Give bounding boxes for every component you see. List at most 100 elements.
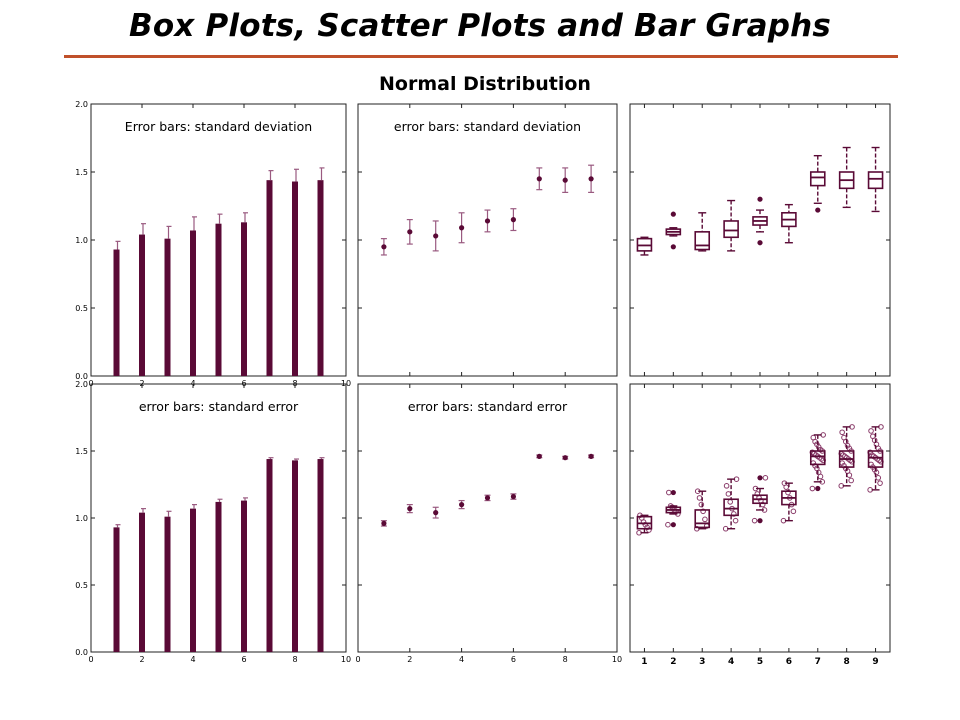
raw-point (725, 491, 732, 497)
box (694, 231, 711, 251)
data-point (381, 520, 387, 526)
outlier-point (757, 240, 763, 246)
raw-point (696, 495, 703, 501)
xtick-label: 1 (641, 657, 647, 667)
raw-point (785, 489, 791, 496)
raw-point (875, 475, 882, 481)
raw-point (700, 508, 706, 515)
bar (113, 249, 120, 376)
xtick-label: 10 (612, 655, 622, 664)
raw-point (731, 511, 737, 517)
xtick-label: 5 (757, 657, 763, 667)
bar (164, 516, 171, 652)
outlier-point (757, 196, 763, 202)
outlier-point (670, 244, 676, 250)
raw-point (839, 429, 845, 436)
xtick-label: 0 (88, 655, 93, 664)
outlier-point (670, 211, 676, 217)
data-point (381, 244, 387, 250)
panel-scatter-sd: error bars: standard deviation (357, 103, 618, 377)
title-rule (64, 55, 898, 58)
axes-frame (357, 103, 618, 377)
bar (317, 180, 324, 376)
raw-point (665, 521, 671, 528)
xtick-label: 8 (844, 657, 850, 667)
bar (317, 459, 324, 652)
ytick-label: 2.0 (75, 100, 88, 109)
data-point (536, 453, 542, 459)
box (809, 171, 826, 187)
data-point (459, 502, 465, 508)
ytick-label: 1.5 (75, 168, 88, 177)
outlier-point (815, 485, 821, 492)
box (723, 220, 739, 239)
panel-title: Error bars: standard deviation (125, 119, 312, 134)
panel-scatter-se: 0 2 4 6 8 10 error bars: standard error (355, 383, 622, 664)
panel-box-points: 1 2 3 4 5 6 7 8 9 (629, 383, 891, 667)
ytick-label: 1.0 (75, 514, 88, 523)
slide-title: Box Plots, Scatter Plots and Bar Graphs (128, 8, 832, 44)
ytick-label: 2.0 (75, 380, 88, 389)
data-point (588, 453, 594, 459)
raw-point (702, 516, 708, 523)
xtick-label: 8 (292, 655, 297, 664)
bar (215, 223, 222, 376)
data-point (407, 506, 413, 512)
raw-point (762, 475, 769, 481)
outlier-point (670, 489, 676, 496)
xtick-label: 6 (241, 655, 246, 664)
box (809, 450, 826, 466)
data-point (562, 455, 568, 461)
raw-point (790, 508, 797, 515)
xtick-label: 2 (407, 655, 412, 664)
bar (190, 508, 196, 652)
outlier-point (757, 475, 763, 481)
raw-point (841, 434, 847, 441)
panel-box (629, 103, 891, 377)
raw-point (870, 433, 876, 440)
xtick-label: 0 (355, 655, 360, 664)
ytick-label: 0.5 (75, 581, 88, 590)
bar (292, 181, 298, 376)
ytick-label: 1.5 (75, 447, 88, 456)
data-point (433, 510, 439, 516)
raw-point (810, 434, 817, 441)
panel-title: error bars: standard error (408, 399, 568, 414)
box (867, 450, 884, 468)
xtick-label: 6 (511, 655, 516, 664)
xtick-label: 2 (139, 655, 144, 664)
raw-point (666, 489, 672, 496)
bar (292, 460, 298, 652)
raw-point (754, 491, 761, 497)
chart-subtitle: Normal Distribution (379, 73, 591, 95)
data-point (433, 233, 439, 239)
xtick-label: 3 (699, 657, 705, 667)
xtick-label: 7 (815, 657, 821, 667)
xtick-label: 2 (670, 657, 676, 667)
raw-point (727, 499, 734, 505)
raw-point (732, 517, 739, 524)
bar (241, 222, 247, 376)
raw-point (877, 480, 883, 486)
data-point (536, 176, 542, 182)
data-point (407, 229, 413, 235)
bar (164, 238, 171, 376)
xtick-label: 4 (190, 655, 195, 664)
raw-point (698, 501, 705, 508)
raw-point (723, 483, 730, 489)
data-point (484, 495, 491, 501)
data-point (562, 177, 568, 183)
bar (241, 500, 247, 652)
panel-bar-sd: 0.00.51.01.52.00246810Error bars: standa… (75, 100, 351, 388)
outlier-point (670, 522, 676, 528)
panel-title: error bars: standard error (139, 399, 299, 414)
xtick-label: 4 (459, 655, 464, 664)
ytick-label: 0.0 (75, 648, 88, 657)
data-point (484, 218, 491, 224)
data-point (588, 176, 594, 182)
xtick-label: 8 (563, 655, 568, 664)
panel-bar-se: 0.0 0.5 1.0 1.5 2.0 0 2 4 6 8 10 error bars: standa… (75, 380, 351, 664)
raw-point (848, 477, 854, 484)
bar (266, 180, 273, 376)
